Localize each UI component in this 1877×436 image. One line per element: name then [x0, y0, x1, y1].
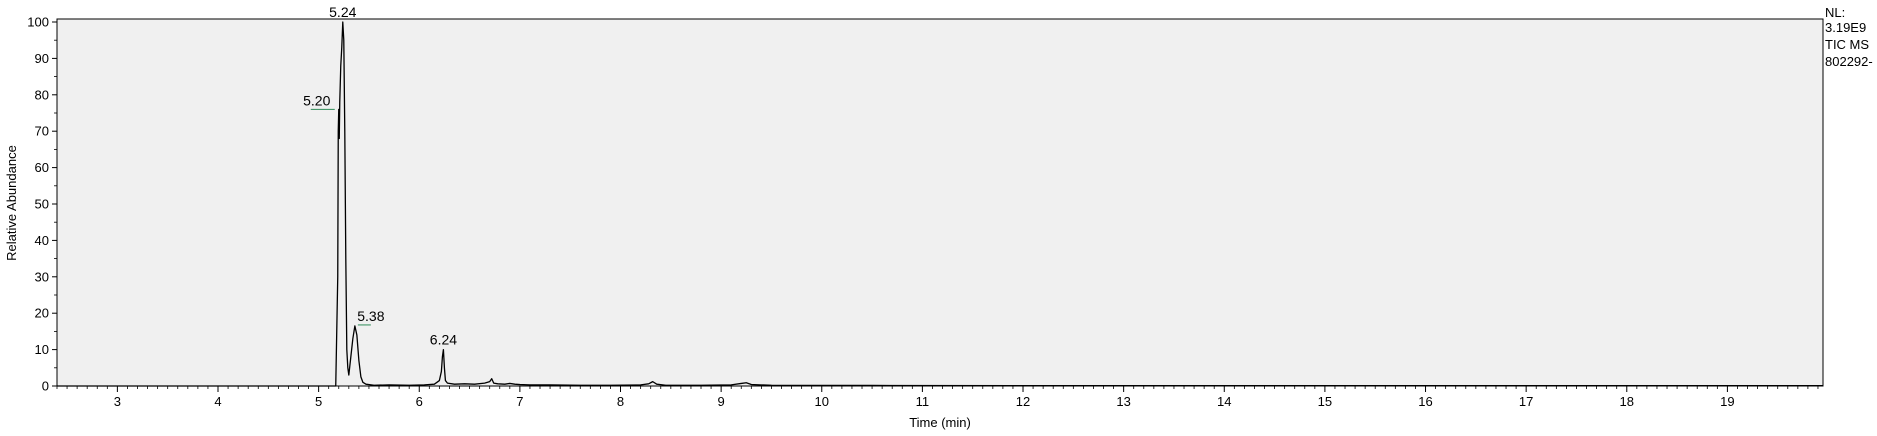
y-tick-label: 30 — [35, 269, 49, 284]
x-tick-label: 4 — [214, 394, 221, 409]
y-tick-label: 20 — [35, 306, 49, 321]
x-tick-label: 19 — [1720, 394, 1734, 409]
y-tick-label: 100 — [27, 15, 49, 30]
y-axis-title: Relative Abundance — [4, 145, 19, 261]
y-tick-label: 70 — [35, 124, 49, 139]
file-name: 802292- — [1825, 54, 1873, 69]
y-tick-label: 90 — [35, 51, 49, 66]
nl-value: 3.19E9 — [1825, 20, 1867, 35]
x-tick-label: 18 — [1620, 394, 1634, 409]
x-tick-label: 6 — [416, 394, 423, 409]
x-tick-label: 14 — [1217, 394, 1231, 409]
y-tick-label: 60 — [35, 160, 49, 175]
peak-label: 5.38 — [357, 308, 384, 324]
y-tick-label: 80 — [35, 87, 49, 102]
x-tick-label: 3 — [114, 394, 121, 409]
x-tick-label: 10 — [815, 394, 829, 409]
x-tick-label: 8 — [617, 394, 624, 409]
peak-label: 6.24 — [430, 332, 457, 348]
x-axis-title: Time (min) — [909, 415, 971, 430]
y-tick-label: 0 — [42, 379, 49, 394]
y-tick-label: 40 — [35, 233, 49, 248]
y-tick-label: 50 — [35, 197, 49, 212]
x-tick-label: 12 — [1016, 394, 1030, 409]
x-tick-label: 5 — [315, 394, 322, 409]
x-tick-label: 15 — [1318, 394, 1332, 409]
x-tick-label: 13 — [1116, 394, 1130, 409]
x-tick-label: 7 — [516, 394, 523, 409]
axis-ticks: 3 4 5 6 7 8 9 10 11 12 13 14 15 16 17 18 19 0 10 20 30 40 50 60… — [27, 15, 1819, 409]
nl-label: NL: — [1825, 5, 1846, 20]
tic-trace-line — [57, 21, 1823, 387]
peak-labels: 5.24 5.20 5.38 6.24 — [303, 4, 457, 348]
x-tick-label: 16 — [1418, 394, 1432, 409]
plot-area — [56, 18, 1824, 387]
x-tick-label: 11 — [916, 394, 930, 409]
scan-type: TIC MS — [1825, 37, 1870, 52]
trace-group — [57, 21, 1823, 387]
y-tick-label: 10 — [35, 342, 49, 357]
x-tick-label: 17 — [1519, 394, 1533, 409]
peak-label: 5.24 — [329, 4, 356, 20]
peak-label: 5.20 — [303, 92, 330, 108]
x-tick-label: 9 — [718, 394, 725, 409]
